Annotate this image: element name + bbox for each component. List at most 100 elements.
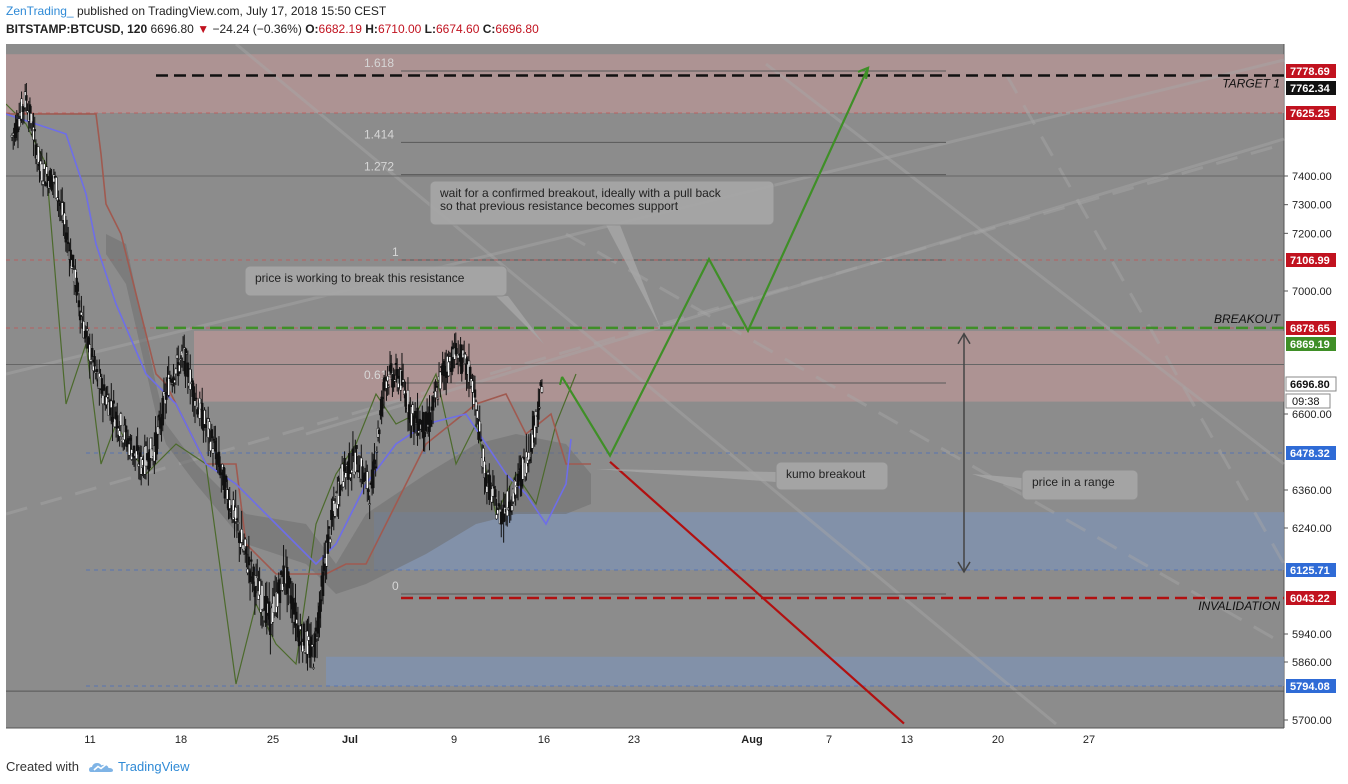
x-tick-label: 27 (1083, 734, 1095, 746)
candle-body (377, 429, 381, 435)
callout-kumo-breakout-text: kumo breakout (786, 467, 866, 481)
candle-body (57, 199, 60, 202)
price-tag (1286, 446, 1336, 460)
high-label: H: (365, 22, 378, 36)
x-tick-label: 23 (628, 734, 640, 746)
trend-line (565, 232, 1285, 646)
price-tag (1286, 321, 1336, 335)
green-projection-tail (559, 376, 563, 386)
time-axis-background (6, 728, 1284, 750)
low-label: L: (424, 22, 436, 36)
callout-resistance: price is working to break this resistanc… (244, 265, 544, 344)
price-tag (1286, 64, 1336, 78)
candle-body (495, 514, 498, 520)
y-tick-label: 7400.00 (1292, 171, 1332, 183)
chart-area[interactable]: 1.618 1.414 1.272 1 0.618 0 TARGET 1 BREAKOUT IN… (5, 42, 1340, 750)
candle-body (209, 441, 212, 451)
candle-body (100, 378, 103, 394)
candle-body (342, 481, 345, 488)
breakout-label: BREAKOUT (1214, 312, 1282, 326)
candle-body (282, 565, 285, 584)
price-tag (1286, 591, 1336, 605)
candle-body (497, 503, 501, 507)
candle-body (436, 398, 440, 400)
x-tick-label: Jul (342, 734, 358, 746)
candle-body (55, 177, 58, 199)
x-tick-label: 7 (826, 734, 832, 746)
callout-kumo-breakout: kumo breakout (596, 461, 889, 491)
candle-body (95, 369, 99, 372)
candle-body (167, 374, 170, 396)
candle-body (423, 432, 426, 438)
candle-body (101, 395, 105, 405)
candle-body (344, 472, 348, 478)
author-link[interactable]: ZenTrading_ (6, 4, 74, 18)
candle-body (319, 599, 322, 612)
candle-body (25, 95, 28, 101)
candle-body (389, 363, 393, 374)
range-arrow-head (957, 332, 971, 345)
tradingview-logo-icon[interactable] (88, 760, 114, 774)
candle-body (393, 379, 397, 382)
fib-label-1.618: 1.618 (364, 56, 394, 70)
range-arrow-head (957, 561, 971, 574)
candle-body (112, 400, 115, 404)
tradingview-link[interactable]: TradingView (118, 759, 190, 774)
candle-body (327, 526, 331, 529)
open-label: O: (305, 22, 319, 36)
price-tag-label: 6696.80 (1290, 379, 1330, 391)
candle-body (413, 410, 417, 419)
candle-body (29, 113, 33, 124)
candle-body (489, 482, 492, 485)
candle-body (375, 451, 379, 453)
candle-body (328, 538, 332, 543)
candle-body (45, 166, 48, 175)
zone-support-2 (374, 512, 1284, 570)
callout-range-pointer (972, 474, 1022, 490)
candle-body (321, 571, 325, 597)
publish-line: ZenTrading_ published on TradingView.com… (6, 4, 386, 18)
candle-body (119, 413, 123, 426)
last-price: 6696.80 (150, 22, 194, 36)
candle-body (411, 404, 414, 414)
x-tick-label: 16 (538, 734, 550, 746)
candle-body (252, 566, 255, 576)
price-tag (1286, 563, 1336, 577)
fib-label-1.272: 1.272 (364, 160, 394, 174)
callout-confirmed-breakout: wait for a confirmed breakout, ideally w… (429, 180, 775, 329)
callout-range-box (1021, 469, 1139, 501)
x-tick-label: 11 (84, 734, 95, 746)
price-tag (1286, 679, 1336, 693)
candle-body (77, 300, 81, 308)
candle-body (278, 590, 282, 604)
y-tick-label: 5940.00 (1292, 629, 1332, 641)
green-projection (561, 67, 870, 458)
x-tick-label: 20 (992, 734, 1004, 746)
candle-body (93, 356, 96, 367)
candle-body (161, 398, 164, 426)
symbol-label: BITSTAMP:BTCUSD, 120 (6, 22, 148, 36)
candle-body (422, 412, 425, 438)
x-tick-label: 25 (267, 734, 279, 746)
candle-body (473, 389, 477, 398)
footer: Created with TradingView (0, 750, 1348, 784)
candle-body (245, 546, 248, 555)
low-value: 6674.60 (436, 22, 480, 36)
candle-body (238, 532, 241, 543)
x-tick-label: 18 (175, 734, 187, 746)
candle-body (239, 542, 242, 548)
candle-body (210, 429, 214, 439)
candle-body (505, 490, 509, 517)
callout-kumo-breakout-box (775, 461, 889, 491)
candle-body (43, 163, 46, 170)
close-value: 6696.80 (495, 22, 539, 36)
callout-resistance-box (244, 265, 508, 297)
candle-body (86, 328, 89, 331)
callout-confirmed-breakout-box (429, 180, 775, 226)
candle-body (431, 397, 435, 411)
candle-body (174, 368, 178, 375)
candle-body (343, 457, 346, 472)
candle-body (496, 509, 499, 515)
candle-body (404, 393, 407, 407)
